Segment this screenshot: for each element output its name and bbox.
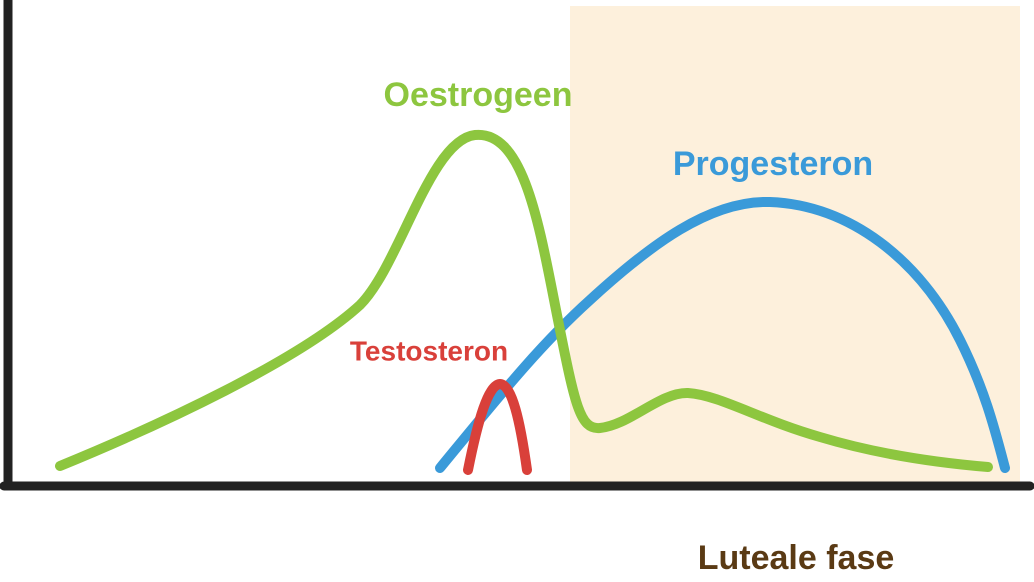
testosterone-curve	[463, 379, 532, 475]
oestrogen-curve	[55, 129, 993, 472]
curve-label: Progesteron	[673, 145, 873, 183]
phase-label: Luteale fase	[698, 539, 895, 577]
curve-label: Testosteron	[350, 335, 508, 366]
progesterone-curve	[435, 196, 1010, 473]
curve-label: Oestrogeen	[384, 76, 573, 114]
luteal-phase-area	[570, 6, 1020, 482]
